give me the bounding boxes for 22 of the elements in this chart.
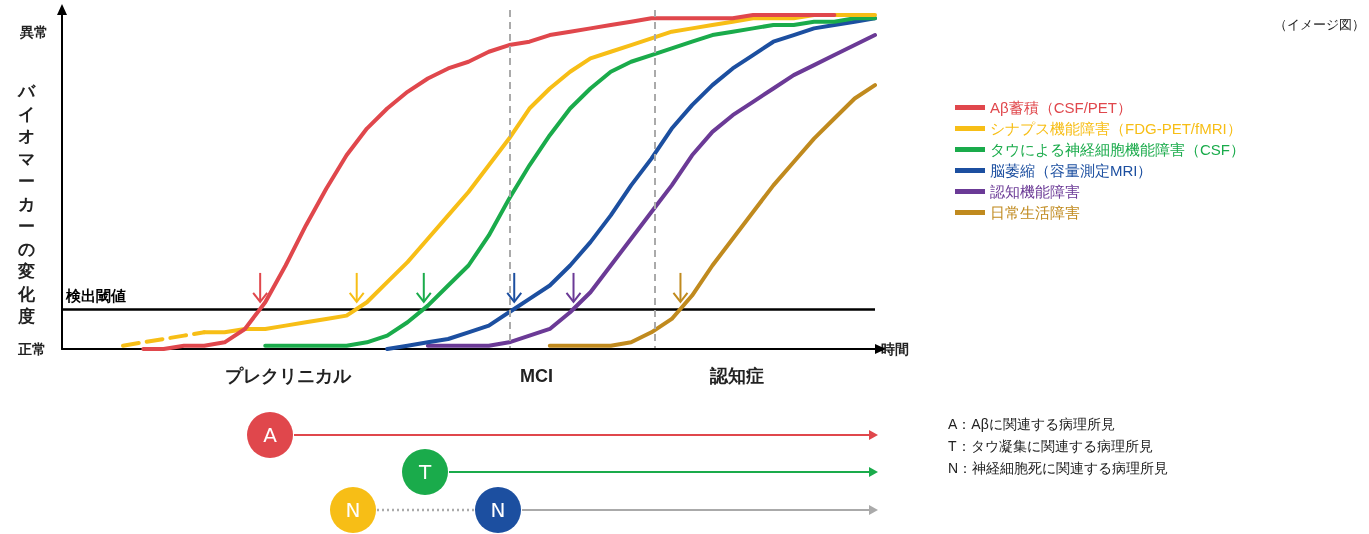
text: 正常 (17, 340, 46, 357)
ref-line-label: 検出閾値 (65, 286, 126, 304)
legend-label: 日常生活障害 (990, 204, 1080, 221)
text: MCI (520, 366, 553, 387)
legend-label: 脳萎縮（容量測定MRI） (990, 162, 1153, 179)
text: T：タウ凝集に関連する病理所見 (948, 437, 1153, 454)
x-axis-title: 時間 (881, 341, 909, 357)
text: 異常 (19, 23, 48, 40)
text: （イメージ図） (1274, 17, 1365, 33)
legend-label: Aβ蓄積（CSF/PET） (990, 99, 1132, 116)
text: バイオマーカーの変化度 (17, 81, 35, 326)
text: A (263, 423, 278, 447)
legend-label: タウによる神経細胞機能障害（CSF） (990, 141, 1245, 158)
text: N (490, 498, 506, 522)
text: プレクリニカル (225, 366, 352, 387)
text: N：神経細胞死に関連する病理所見 (948, 459, 1169, 476)
text: N (345, 498, 361, 522)
text: A：Aβに関連する病理所見 (948, 415, 1115, 432)
legend-label: 認知機能障害 (990, 183, 1080, 200)
text: 認知症 (709, 366, 764, 387)
legend-label: シナプス機能障害（FDG-PET/fMRI） (990, 120, 1242, 137)
text: T (417, 460, 432, 484)
